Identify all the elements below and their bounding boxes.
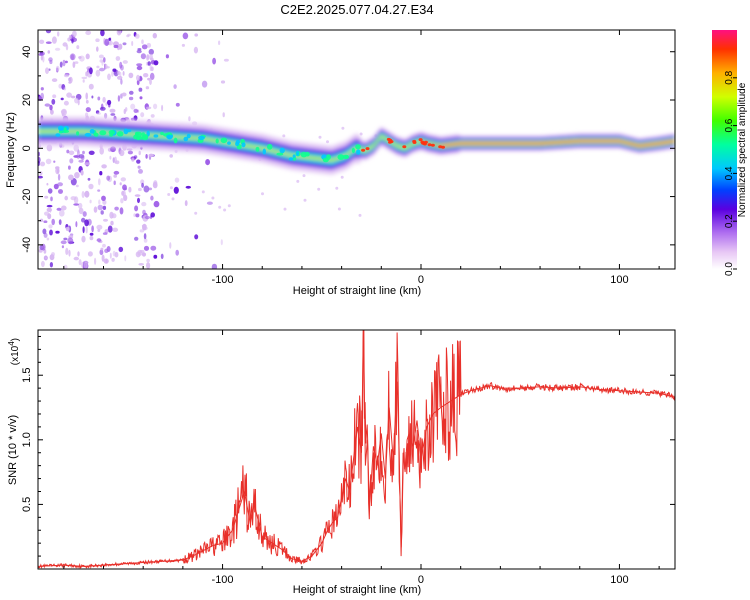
spectrogram-xtick-label: 0 — [418, 274, 424, 286]
snr-series-line — [38, 330, 675, 569]
snr-frame — [37, 329, 676, 570]
spectrogram-heatmap — [38, 30, 675, 269]
spectrogram-ytick-label: -20 — [21, 189, 33, 205]
snr-ytick-label: 1.5 — [21, 368, 33, 383]
snr-ytick-label: 0.5 — [21, 497, 33, 512]
colorbar-tick-label: 0.0 — [724, 262, 735, 276]
colorbar-gradient — [712, 30, 737, 269]
snr-x-label: Height of straight line (km) — [293, 584, 421, 596]
snr-panel: -100 0 100 0.5 1.0 1.5 Height of straight lin… — [7, 329, 676, 596]
snr-multiplier-exp: 4 — [7, 341, 16, 346]
snr-xtick-label: 0 — [418, 574, 424, 586]
snr-multiplier: (x104) — [7, 338, 21, 365]
spectrogram-ytick-label: 0 — [21, 145, 33, 151]
spectrogram-panel: -100 0 100 -40 -20 0 20 40 Height of straight l… — [5, 29, 676, 297]
colorbar-label: Normalized spectral amplitude — [737, 82, 748, 217]
snr-series-envelope — [38, 330, 675, 567]
spectrogram-ytick-label: 40 — [21, 46, 33, 58]
colorbar-ticks: 0.0 0.2 0.4 0.6 0.8 — [724, 70, 737, 276]
snr-ytick-label: 1.0 — [21, 432, 33, 447]
colorbar: 0.0 0.2 0.4 0.6 0.8 Normalized spectral ampl… — [712, 30, 748, 276]
spectrogram-ytick-label: -40 — [21, 237, 33, 253]
spectrogram-y-label: Frequency (Hz) — [5, 112, 17, 188]
spectrogram-ytick-label: 20 — [21, 94, 33, 106]
spectrogram-axes: -100 0 100 -40 -20 0 20 40 — [21, 30, 675, 286]
colorbar-tick-label: 0.4 — [724, 166, 735, 180]
snr-axes: -100 0 100 0.5 1.0 1.5 — [21, 330, 675, 586]
colorbar-tick-label: 0.8 — [724, 70, 735, 84]
snr-plot-area — [38, 330, 675, 569]
spectrogram-frame — [37, 29, 676, 270]
svg-text:(x104): (x104) — [7, 338, 21, 365]
snr-multiplier-close: ) — [10, 338, 21, 341]
chart-title: C2E2.2025.077.04.27.E34 — [280, 2, 433, 17]
snr-xtick-label: -100 — [212, 574, 234, 586]
spectrogram-noise — [38, 30, 378, 269]
colorbar-tick-label: 0.2 — [724, 214, 735, 228]
ridge-blobs — [55, 125, 445, 163]
snr-multiplier-base: (x10 — [10, 345, 21, 365]
snr-y-label: SNR (10 * v/v) — [7, 415, 19, 485]
spectrogram-xtick-label: -100 — [212, 274, 234, 286]
snr-xtick-label: 100 — [610, 574, 628, 586]
spectrogram-x-label: Height of straight line (km) — [293, 285, 421, 297]
colorbar-tick-label: 0.6 — [724, 118, 735, 132]
spectrogram-xtick-label: 100 — [610, 274, 628, 286]
